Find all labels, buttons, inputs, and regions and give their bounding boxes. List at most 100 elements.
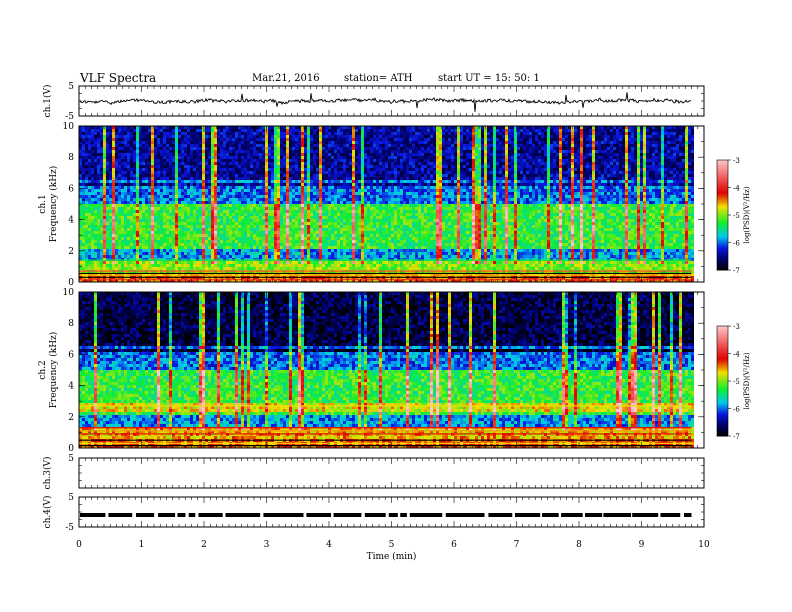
ch1-spec-heatmap-cell (484, 138, 487, 141)
ch1-spec-heatmap-cell (646, 183, 649, 186)
ch1-spec-heatmap-cell (601, 180, 604, 183)
ch1-spec-heatmap-cell (274, 195, 277, 198)
ch1-spec-heatmap-cell (640, 177, 643, 180)
ch1-spec-heatmap-cell (631, 141, 634, 144)
ch1-spec-heatmap-cell (118, 156, 121, 159)
ch1-spec-heatmap-cell (121, 141, 124, 144)
ch1-spec-heatmap-cell (412, 141, 415, 144)
ch1-spec-heatmap-cell (226, 162, 229, 165)
ch1-spec-heatmap-cell (346, 174, 349, 177)
ch1-spec-heatmap-cell (340, 171, 343, 174)
ch1-spec-heatmap-cell (679, 147, 682, 150)
ch1-spec-heatmap-cell (577, 159, 580, 162)
ch1-spec-heatmap-cell (361, 135, 364, 138)
ch1-spec-heatmap-cell (499, 129, 502, 132)
ch1-spec-heatmap-cell (652, 153, 655, 156)
ch1-spec-heatmap-cell (652, 177, 655, 180)
ch1-spec-heatmap-cell (199, 126, 202, 129)
ch1-spec-heatmap-cell (379, 135, 382, 138)
ch1-spec-heatmap-cell (151, 165, 154, 168)
ch1-spec-heatmap-cell (331, 168, 334, 171)
ch1-spec-heatmap-cell (190, 186, 193, 189)
ch1-spec-heatmap-cell (616, 174, 619, 177)
ch1-spec-heatmap-cell (625, 189, 628, 192)
ch1-spec-heatmap-cell (253, 147, 256, 150)
ch1-spec-heatmap-cell (646, 138, 649, 141)
ch1-spec-heatmap-cell (202, 129, 205, 132)
ch1-spec-heatmap-cell (157, 129, 160, 132)
ch1-spec-heatmap-cell (376, 138, 379, 141)
ch1-spec-heatmap-cell (475, 135, 478, 138)
ch1-spec-heatmap-cell (109, 141, 112, 144)
ch1-spec-heatmap-cell (361, 126, 364, 129)
ch1-spec-heatmap-cell (364, 126, 367, 129)
ch1-spec-heatmap-cell (286, 183, 289, 186)
ch1-spec-heatmap-cell (589, 156, 592, 159)
ch1-spec-heatmap-cell (82, 183, 85, 186)
ch1-spec-heatmap-cell (409, 144, 412, 147)
ch1-spec-heatmap-cell (85, 183, 88, 186)
ch1-spec-heatmap-cell (544, 141, 547, 144)
ch1-spec-heatmap-cell (106, 159, 109, 162)
ch1-spec-heatmap-cell (688, 189, 691, 192)
ch1-spec-heatmap-cell (214, 195, 217, 198)
ch1-spec-heatmap-cell (175, 174, 178, 177)
ch1-spec-heatmap-cell (580, 159, 583, 162)
ch1-spec-heatmap-cell (595, 144, 598, 147)
ch1-spec-heatmap-cell (349, 153, 352, 156)
ch1-spec-heatmap-cell (367, 159, 370, 162)
ch1-spec-heatmap-cell (334, 192, 337, 195)
ch1-spec-heatmap-cell (514, 132, 517, 135)
ch1-spec-heatmap-cell (325, 126, 328, 129)
ch1-spec-heatmap-cell (154, 165, 157, 168)
ch1-spec-heatmap-cell (613, 174, 616, 177)
ch1-spec-heatmap-cell (469, 192, 472, 195)
ch1-spec-heatmap-cell (475, 174, 478, 177)
ch1-spec-heatmap-cell (346, 129, 349, 132)
ch1-spec-heatmap-cell (136, 135, 139, 138)
ch1-spec-heatmap-cell (307, 129, 310, 132)
ch1-spec-heatmap-cell (115, 168, 118, 171)
ch1-spec-heatmap-cell (283, 165, 286, 168)
ch1-spec-heatmap-cell (277, 195, 280, 198)
ch1-spec-heatmap-cell (370, 192, 373, 195)
ch1-spec-heatmap-cell (616, 144, 619, 147)
ch1-spec-heatmap-cell (142, 141, 145, 144)
ch1-spec-heatmap-cell (478, 126, 481, 129)
ch1-spec-heatmap-cell (301, 180, 304, 183)
ch1-spec-heatmap-cell (448, 132, 451, 135)
ch1-spec-heatmap-cell (610, 159, 613, 162)
ch1-spec-heatmap-cell (574, 180, 577, 183)
ch1-spec-heatmap-cell (268, 153, 271, 156)
ch1-spec-heatmap-cell (283, 168, 286, 171)
ch1-spec-heatmap-cell (655, 174, 658, 177)
ch1-spec-heatmap-cell (79, 159, 82, 162)
ch1-spec-heatmap-cell (493, 150, 496, 153)
ch1-spec-heatmap-cell (685, 129, 688, 132)
ch1-spec-heatmap-cell (157, 171, 160, 174)
ch1-spec-heatmap-cell (682, 171, 685, 174)
ch1-spec-heatmap-cell (544, 132, 547, 135)
ch1-spec-heatmap-cell (190, 177, 193, 180)
ch1-spec-heatmap-cell (643, 135, 646, 138)
ch1-spec-heatmap-cell (406, 156, 409, 159)
ch1-spec-heatmap-cell (520, 141, 523, 144)
ch1-spec-heatmap-cell (649, 189, 652, 192)
ch1-spec-heatmap-cell (358, 153, 361, 156)
ch1-spec-heatmap-cell (511, 168, 514, 171)
ch1-spec-heatmap-cell (121, 165, 124, 168)
ch1-spec-heatmap-cell (118, 126, 121, 129)
ch1-spec-heatmap-cell (535, 138, 538, 141)
ch1-spec-heatmap-cell (532, 156, 535, 159)
ch1-spec-heatmap-cell (391, 138, 394, 141)
ch1-spec-heatmap-cell (109, 171, 112, 174)
ch1-spec-heatmap-cell (547, 192, 550, 195)
ch1-spec-heatmap-cell (673, 147, 676, 150)
ch1-spec-heatmap-cell (355, 174, 358, 177)
ch1-spec-heatmap-cell (529, 135, 532, 138)
ch1-spec-heatmap-cell (679, 165, 682, 168)
ch1-spec-heatmap-cell (346, 153, 349, 156)
ch1-spec-heatmap-cell (208, 126, 211, 129)
ch1-spec-heatmap-cell (580, 126, 583, 129)
ch1-spec-heatmap-cell (508, 174, 511, 177)
